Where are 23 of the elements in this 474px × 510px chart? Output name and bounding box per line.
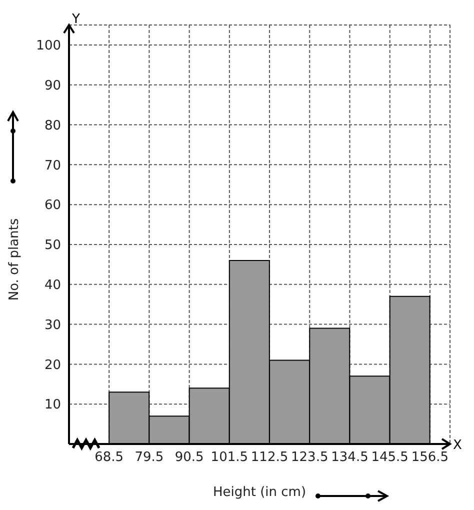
y-tick-label: 90 [44,78,61,94]
y-axis-title: No. of plants [7,218,22,301]
x-tick-label: 101.5 [210,450,248,466]
y-tick-label: 70 [44,158,61,174]
y-tick-label: 40 [44,278,61,293]
y-tick-label: 60 [44,198,61,214]
y-tick-label: 50 [44,238,61,254]
x-tick-label: 112.5 [250,450,288,466]
y-tick-label: 30 [44,318,61,333]
x-tick-label: 68.5 [94,450,124,466]
y-tick-label: 100 [36,38,61,54]
x-axis-title: Height (in cm) [212,485,306,500]
x-tick-label: 134.5 [331,450,368,466]
y-tick-label: 10 [44,398,61,413]
annotation: Y [71,12,80,27]
x-tick-label: 145.5 [371,450,408,466]
y-tick-label: 80 [44,118,61,134]
x-tick-label: 156.5 [411,450,449,466]
x-tick-label: 123.5 [291,450,328,466]
x-tick-label: 90.5 [174,450,204,466]
y-tick-label: 20 [44,358,61,373]
text: X [453,438,462,453]
x-tick-label: 79.5 [134,450,164,466]
